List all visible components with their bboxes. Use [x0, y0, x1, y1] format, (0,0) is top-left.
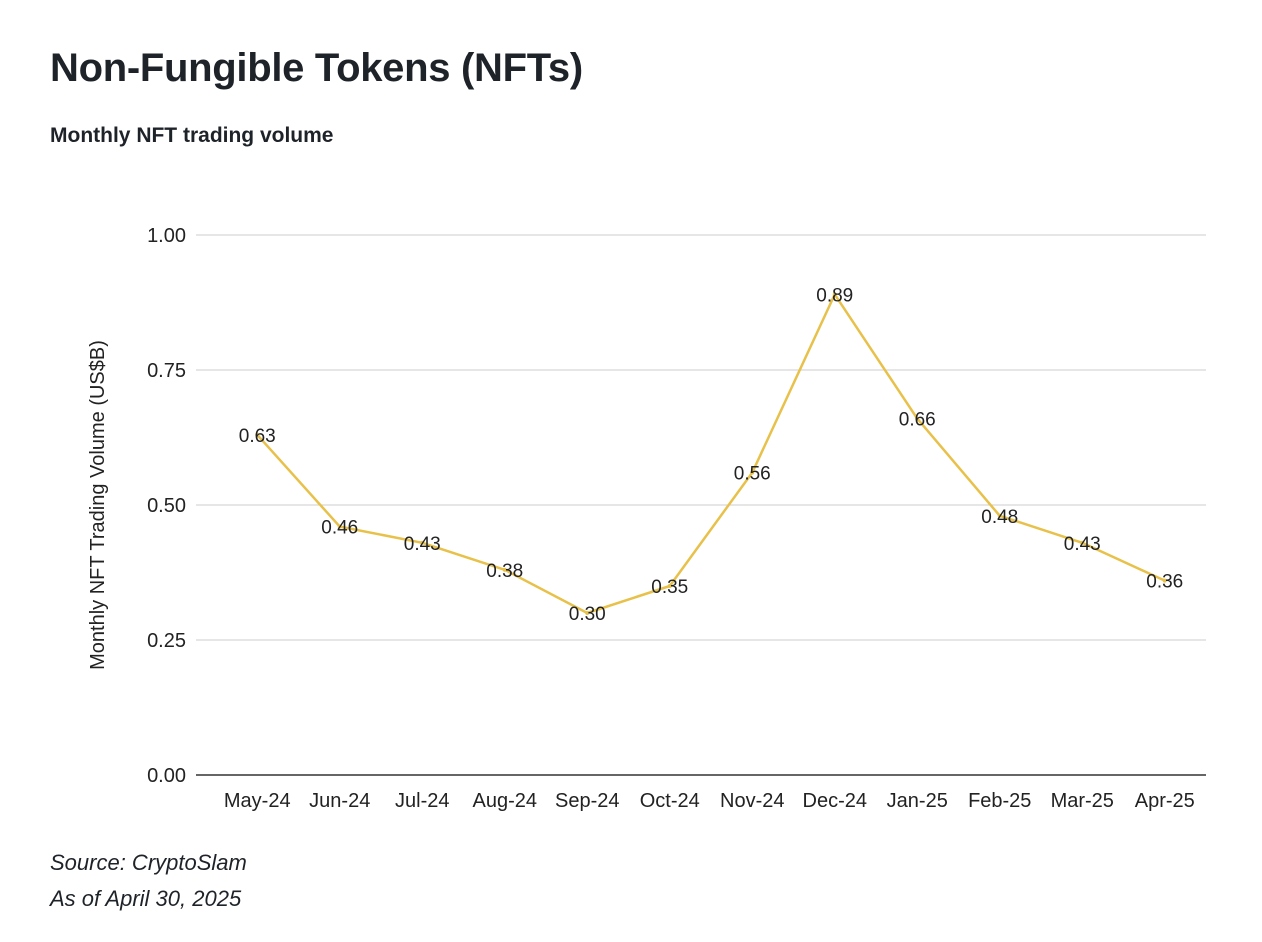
data-label: 0.89 [816, 285, 853, 306]
data-label: 0.43 [1064, 534, 1101, 555]
y-tick-label: 0.25 [147, 630, 186, 652]
data-labels: 0.63 0.46 0.43 0.38 0.30 0.35 0.56 0.89 0.66 0.48… [239, 285, 1183, 625]
data-point [750, 470, 755, 475]
x-tick-label: Apr-25 [1135, 790, 1195, 812]
y-tick-label: 0.00 [147, 765, 186, 787]
x-tick-label: Dec-24 [803, 790, 867, 812]
x-tick-label: Jun-24 [309, 790, 370, 812]
series-line [256, 293, 1166, 615]
data-point [667, 584, 672, 588]
x-tick-label: Nov-24 [720, 790, 784, 812]
x-tick-label: Sep-24 [555, 790, 620, 812]
data-point [997, 513, 1002, 518]
data-label: 0.35 [651, 577, 688, 598]
source-note: Source: CryptoSlam [50, 850, 247, 875]
data-label: 0.38 [486, 561, 523, 582]
x-tick-label: Aug-24 [473, 790, 538, 812]
x-tick-label: Oct-24 [640, 790, 700, 812]
data-label: 0.66 [899, 410, 936, 431]
data-point [915, 416, 920, 421]
y-tick-label: 0.50 [147, 495, 186, 517]
data-label: 0.56 [734, 464, 771, 485]
x-tick-label: Feb-25 [968, 790, 1031, 812]
date-note: As of April 30, 2025 [50, 886, 242, 911]
x-tick-label: Jul-24 [395, 790, 449, 812]
data-label: 0.30 [569, 604, 606, 625]
data-label: 0.43 [404, 534, 441, 555]
data-point [832, 292, 837, 297]
data-label: 0.48 [981, 507, 1018, 528]
y-axis-ticks: 0.00 0.25 0.50 0.75 1.00 [147, 225, 186, 787]
y-tick-label: 1.00 [147, 225, 186, 247]
page-title: Non-Fungible Tokens (NFTs) [50, 46, 583, 90]
data-point [255, 432, 260, 437]
data-label: 0.46 [321, 518, 358, 539]
data-label: 0.36 [1146, 572, 1183, 593]
data-point [502, 567, 507, 572]
y-axis-label: Monthly NFT Trading Volume (US$B) [87, 340, 109, 670]
series-line-path [256, 293, 1166, 615]
data-label: 0.63 [239, 426, 276, 447]
x-tick-label: May-24 [224, 790, 291, 812]
data-point [420, 540, 425, 545]
data-point [1162, 578, 1167, 583]
chart-subtitle: Monthly NFT trading volume [50, 124, 334, 147]
y-tick-label: 0.75 [147, 360, 186, 382]
data-point [585, 611, 590, 615]
x-axis-ticks: May-24 Jun-24 Jul-24 Aug-24 Sep-24 Oct-24 Nov-… [224, 790, 1195, 812]
x-tick-label: Mar-25 [1051, 790, 1114, 812]
grid-lines [196, 234, 1206, 776]
data-point [337, 524, 342, 529]
x-tick-label: Jan-25 [887, 790, 948, 812]
data-point [1080, 540, 1085, 545]
line-chart: 0.00 0.25 0.50 0.75 1.00 May-24 Jun-24 Jul-24 A… [87, 225, 1206, 812]
